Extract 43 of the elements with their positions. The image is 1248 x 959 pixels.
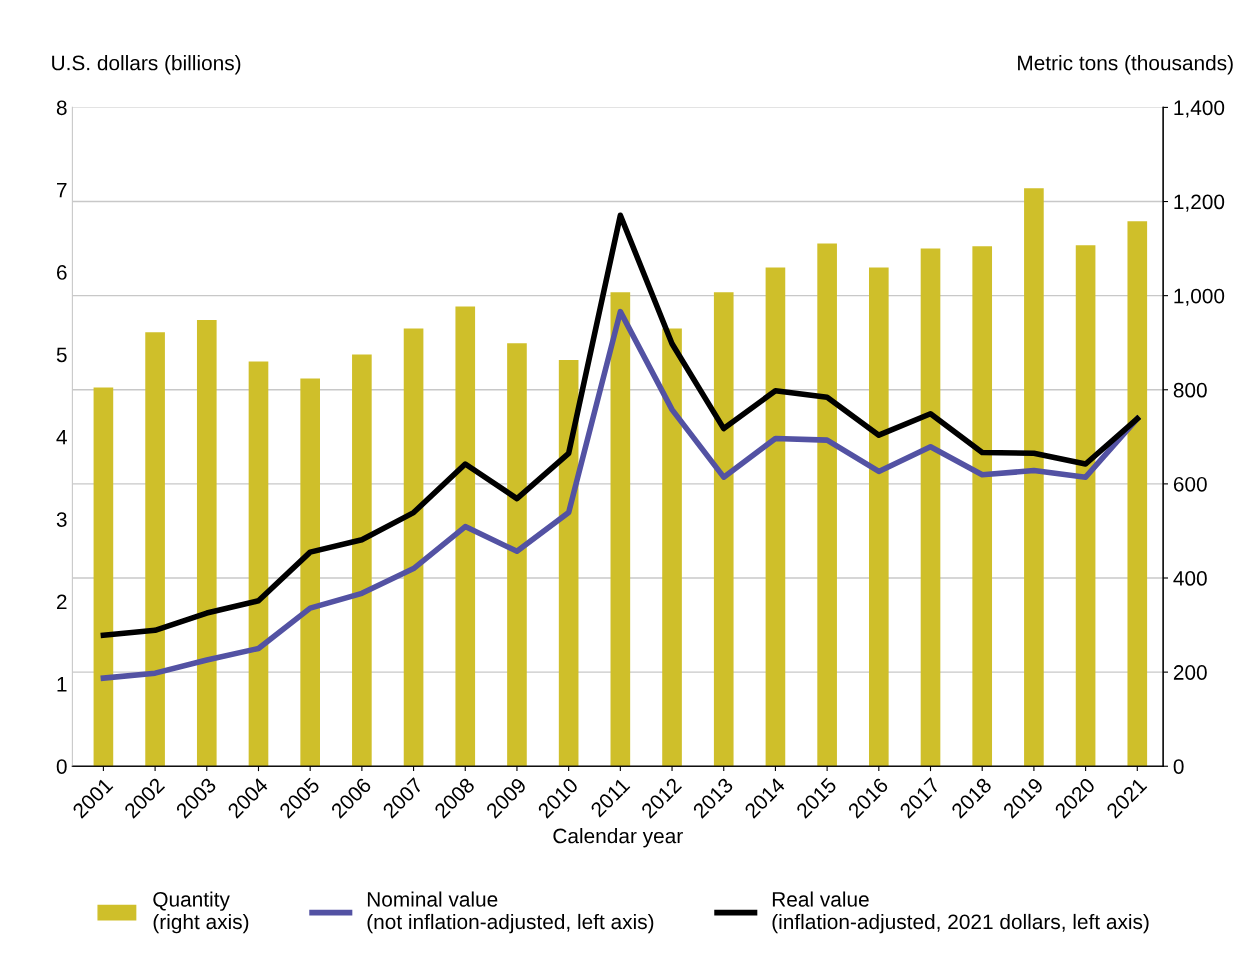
bar bbox=[1127, 221, 1148, 767]
bar bbox=[93, 387, 114, 767]
y-tick-label: 1 bbox=[57, 677, 67, 692]
y2-tick-label: 1,200 bbox=[1174, 194, 1225, 212]
y-tick-label: 7 bbox=[57, 182, 67, 198]
bar bbox=[610, 292, 631, 767]
y2-axis-title: Metric tons (thousands) bbox=[1018, 55, 1233, 75]
y-tick-label: 2 bbox=[56, 594, 67, 610]
bar bbox=[300, 378, 320, 767]
bar bbox=[920, 248, 941, 767]
bar bbox=[403, 328, 424, 767]
y2-tick-label: 800 bbox=[1173, 382, 1207, 398]
legend-label: Nominal value (not inflation-adjusted, left axis) bbox=[367, 891, 654, 934]
bar bbox=[145, 332, 165, 767]
y2-tick-label: 400 bbox=[1173, 571, 1207, 586]
y2-tick-label: 1,400 bbox=[1174, 100, 1225, 118]
bar bbox=[1075, 245, 1096, 767]
bar bbox=[196, 320, 217, 767]
bar bbox=[713, 292, 734, 767]
legend-label: Real value (inflation-adjusted, 2021 dollars, left axis) bbox=[772, 891, 1149, 934]
bar bbox=[1024, 188, 1044, 767]
y-tick-label: 6 bbox=[57, 265, 67, 280]
y-tick-label: 0 bbox=[56, 759, 67, 774]
bar bbox=[352, 354, 372, 767]
y-tick-label: 4 bbox=[56, 430, 67, 445]
bar bbox=[868, 267, 889, 767]
bar bbox=[507, 343, 527, 767]
y2-tick-label: 1,000 bbox=[1174, 288, 1225, 306]
bar bbox=[662, 328, 682, 767]
y-axis-title: U.S. dollars (billions) bbox=[52, 55, 241, 75]
bar bbox=[765, 267, 786, 767]
bar bbox=[817, 243, 837, 767]
y2-tick-label: 0 bbox=[1173, 759, 1184, 774]
x-axis-title: Calendar year bbox=[553, 828, 683, 848]
bar bbox=[248, 361, 269, 767]
legend-label: Quantity (right axis) bbox=[153, 891, 249, 934]
y-tick-label: 5 bbox=[56, 347, 67, 363]
y2-tick-label: 600 bbox=[1173, 476, 1207, 492]
y-tick-label: 8 bbox=[56, 100, 67, 116]
y-tick-label: 3 bbox=[56, 512, 67, 527]
y2-tick-label: 200 bbox=[1173, 665, 1207, 680]
bar bbox=[455, 306, 476, 767]
bar bbox=[972, 246, 993, 767]
